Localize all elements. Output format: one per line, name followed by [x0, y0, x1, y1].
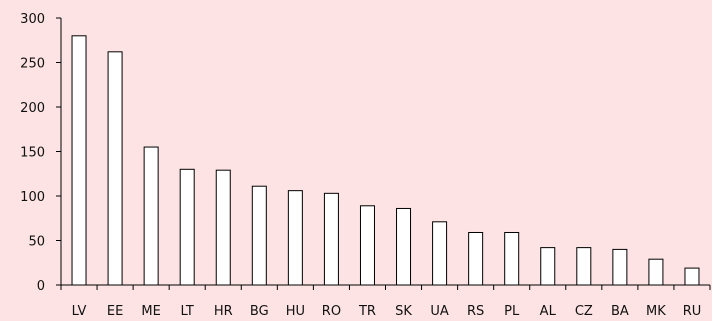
bar-pl	[504, 231, 520, 286]
bar-tr	[359, 205, 375, 286]
x-tick-label: TR	[358, 304, 376, 319]
x-tick-label: ME	[141, 304, 160, 319]
x-tick-label: BA	[611, 304, 629, 319]
bar-ba	[612, 248, 628, 286]
x-tick-label: HU	[286, 304, 305, 319]
y-tick-label: 50	[28, 235, 45, 250]
x-tick-label: PL	[504, 304, 520, 319]
bar-hu	[287, 190, 303, 286]
bars	[71, 35, 700, 286]
category-labels: LV EE ME LT HR BG HU RO TR SK UA RS PL AL CZ BA MK RU	[72, 304, 702, 319]
y-tick-label: 200	[20, 101, 45, 116]
x-tick-label: RU	[683, 304, 702, 319]
bar-lt	[179, 168, 195, 286]
x-tick-label: RS	[467, 304, 484, 319]
y-tick-label: 100	[20, 190, 45, 205]
bar-ro	[323, 192, 339, 286]
bar-ee	[107, 51, 123, 286]
bar-rs	[468, 231, 484, 286]
x-tick-label: AL	[540, 304, 557, 319]
y-tick-label: 300	[20, 12, 45, 27]
bar-bg	[251, 185, 267, 286]
y-tick-label: 0	[37, 279, 45, 294]
bar-al	[540, 247, 556, 286]
bar-ua	[432, 221, 448, 286]
x-tick-label: MK	[646, 304, 666, 319]
x-axis	[60, 284, 711, 290]
x-tick-label: LV	[72, 304, 87, 319]
bar-lv	[71, 35, 87, 286]
y-axis: 0 50 100 150 200 250 300	[20, 12, 62, 294]
x-tick-label: CZ	[575, 304, 593, 319]
bar-hr	[215, 169, 231, 286]
y-tick-label: 150	[20, 146, 45, 161]
y-tick-label: 250	[20, 57, 45, 72]
bar-cz	[576, 247, 592, 286]
x-tick-label: EE	[107, 304, 123, 319]
bar-me	[143, 146, 159, 286]
x-tick-label: HR	[214, 304, 233, 319]
x-tick-label: RO	[322, 304, 341, 319]
x-tick-label: LT	[180, 304, 193, 319]
bar-ru	[684, 267, 700, 286]
x-tick-label: BG	[250, 304, 269, 319]
bar-sk	[396, 207, 412, 286]
x-tick-label: SK	[395, 304, 412, 319]
bar-mk	[648, 258, 664, 286]
x-tick-label: UA	[430, 304, 449, 319]
